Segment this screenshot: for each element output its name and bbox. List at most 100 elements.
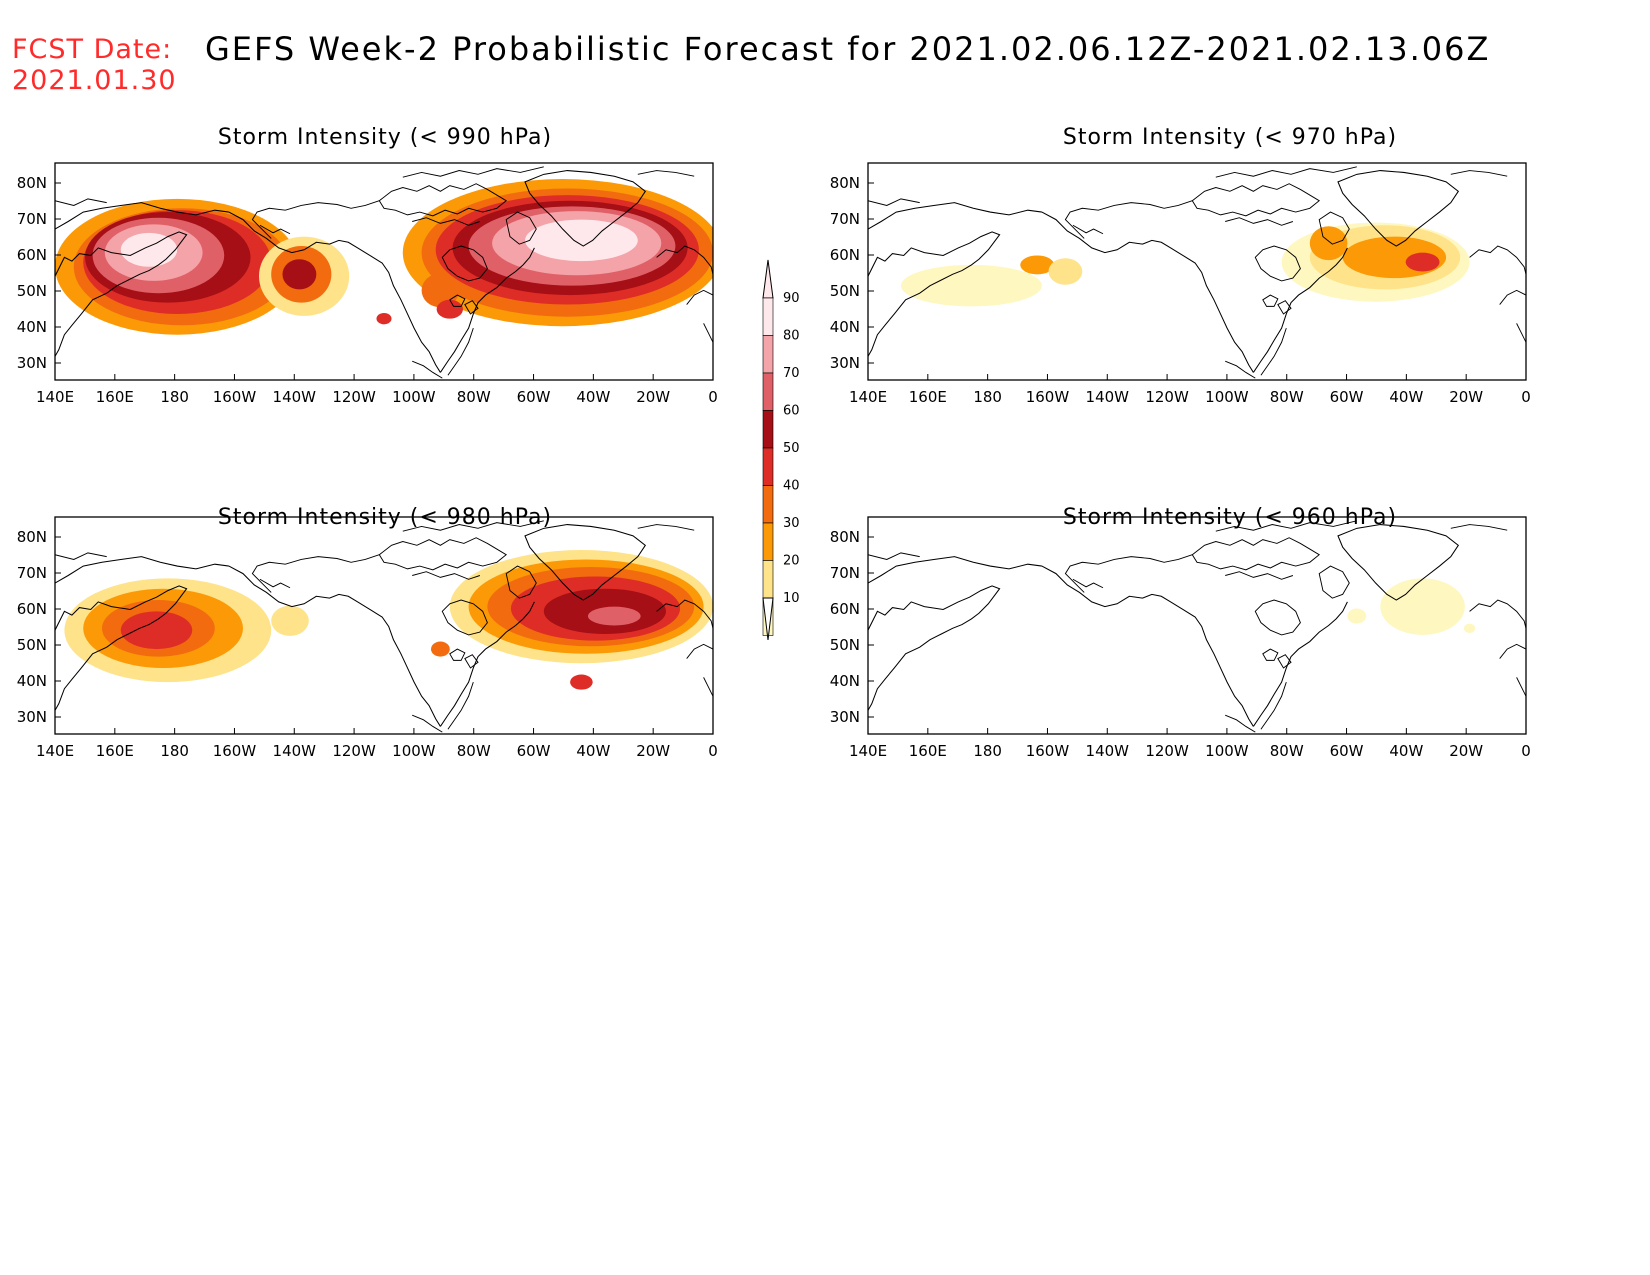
lon-tick-label: 60W [1330, 742, 1364, 760]
lat-tick-label: 40N [830, 672, 860, 690]
panel-title-970: Storm Intensity (< 970 hPa) [1062, 125, 1398, 150]
probability-region [120, 611, 193, 650]
probability-region [1380, 578, 1465, 635]
lon-tick-label: 160E [96, 388, 134, 406]
lon-tick-label: 20W [1449, 742, 1483, 760]
lon-tick-label: 140E [36, 388, 74, 406]
lat-tick-label: 50N [17, 282, 47, 300]
lat-tick-label: 70N [17, 210, 47, 228]
colorbar-label: 80 [783, 329, 800, 344]
map-panel-990: 140E 160E 180 160W 140W 120W 100W 80W 60W 40W 20W 0… [17, 162, 718, 406]
fcst-date-label: FCST Date: 2021.01.30 [12, 34, 177, 96]
colorbar-box [762, 447, 774, 486]
probability-region [421, 273, 460, 308]
probability-region [1020, 255, 1055, 275]
lon-tick-label: 140W [273, 388, 317, 406]
probability-region [1463, 623, 1476, 634]
lon-tick-label: 140E [849, 742, 887, 760]
probability-region [120, 232, 178, 267]
map-panel-960: 140E 160E 180 160W 140W 120W 100W 80W 60W 40W 20W 0… [830, 516, 1531, 760]
lon-tick-label: 60W [517, 388, 551, 406]
lat-tick-label: 50N [17, 636, 47, 654]
probability-region [587, 606, 641, 626]
lon-tick-label: 140W [1086, 388, 1130, 406]
lat-tick-label: 60N [830, 600, 860, 618]
probability-region [900, 264, 1042, 307]
map-frame [54, 162, 714, 381]
colorbar-box [762, 372, 774, 411]
page-title: GEFS Week-2 Probabilistic Forecast for 2… [205, 30, 1491, 68]
lon-tick-label: 20W [1449, 388, 1483, 406]
lon-tick-label: 100W [1205, 388, 1249, 406]
colorbar: 90 80 70 60 50 40 30 20 10 [762, 259, 800, 641]
lat-tick-label: 30N [830, 354, 860, 372]
lat-tick-label: 60N [830, 246, 860, 264]
colorbar-label: 70 [783, 366, 800, 381]
colorbar-label: 10 [783, 591, 800, 606]
probability-region [431, 641, 450, 657]
lon-tick-label: 100W [392, 388, 436, 406]
colorbar-bottom-cap [762, 597, 774, 641]
probability-region [271, 605, 309, 636]
lon-tick-label: 180 [160, 388, 189, 406]
lon-tick-label: 80W [457, 388, 491, 406]
probability-region [1048, 258, 1083, 285]
lon-tick-label: 160E [909, 388, 947, 406]
lat-tick-label: 80N [17, 528, 47, 546]
probability-region [1309, 226, 1348, 261]
colorbar-label: 20 [783, 554, 800, 569]
lon-tick-label: 120W [1145, 388, 1189, 406]
lat-tick-label: 60N [17, 600, 47, 618]
lat-tick-label: 40N [830, 318, 860, 336]
map-frame [867, 162, 1527, 381]
colorbar-label: 50 [783, 441, 800, 456]
lon-tick-label: 120W [1145, 742, 1189, 760]
lon-tick-label: 160W [1026, 388, 1070, 406]
lon-tick-label: 180 [973, 742, 1002, 760]
lat-tick-label: 70N [830, 564, 860, 582]
colorbar-box [762, 485, 774, 524]
lon-tick-label: 100W [1205, 742, 1249, 760]
probability-region [282, 259, 317, 290]
colorbar-label: 30 [783, 516, 800, 531]
probability-region [1347, 608, 1367, 624]
panel-title-990: Storm Intensity (< 990 hPa) [217, 125, 553, 150]
lat-tick-label: 50N [830, 636, 860, 654]
colorbar-label: 60 [783, 404, 800, 419]
lat-tick-label: 30N [17, 354, 47, 372]
lat-tick-label: 60N [17, 246, 47, 264]
lon-tick-label: 140E [36, 742, 74, 760]
lon-tick-label: 0 [708, 742, 718, 760]
lon-tick-label: 0 [1521, 742, 1531, 760]
lon-tick-label: 100W [392, 742, 436, 760]
probability-region [570, 674, 593, 690]
lon-tick-label: 40W [576, 388, 610, 406]
lon-tick-label: 40W [1389, 742, 1423, 760]
lon-tick-label: 140E [849, 388, 887, 406]
lon-tick-label: 180 [160, 742, 189, 760]
lat-tick-label: 40N [17, 672, 47, 690]
lat-tick-label: 30N [17, 708, 47, 726]
map-panel-980: 140E 160E 180 160W 140W 120W 100W 80W 60W 40W 20W 0… [17, 516, 718, 760]
lon-tick-label: 140W [1086, 742, 1130, 760]
colorbar-box [762, 410, 774, 449]
colorbar-box [762, 560, 774, 599]
map-frame [54, 516, 714, 735]
lon-tick-label: 20W [636, 388, 670, 406]
lat-tick-label: 80N [830, 528, 860, 546]
lon-tick-label: 20W [636, 742, 670, 760]
map-panel-970: 140E 160E 180 160W 140W 120W 100W 80W 60W 40W 20W 0… [830, 162, 1531, 406]
colorbar-label: 40 [783, 479, 800, 494]
lat-tick-label: 50N [830, 282, 860, 300]
map-frame [867, 516, 1527, 735]
lon-tick-label: 140W [273, 742, 317, 760]
lon-tick-label: 160W [213, 388, 257, 406]
colorbar-box [762, 522, 774, 561]
probability-region [436, 299, 463, 319]
lat-tick-label: 70N [17, 564, 47, 582]
lon-tick-label: 0 [708, 388, 718, 406]
lon-tick-label: 80W [1270, 742, 1304, 760]
lon-tick-label: 40W [1389, 388, 1423, 406]
lon-tick-label: 80W [1270, 388, 1304, 406]
